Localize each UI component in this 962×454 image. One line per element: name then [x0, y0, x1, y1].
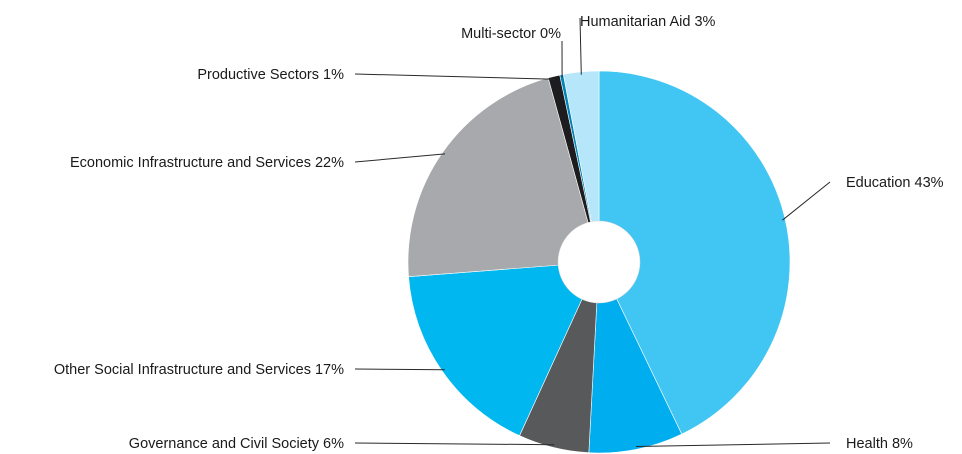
label-productive: Productive Sectors 1%: [197, 67, 344, 83]
leader-line-humanitarian: [579, 17, 582, 75]
label-education: Education 43%: [846, 175, 944, 191]
slice-health: [588, 261, 683, 454]
leader-line-education: [782, 181, 831, 221]
leader-line-governance: [354, 442, 555, 446]
slices-group: [407, 70, 791, 454]
label-humanitarian: Humanitarian Aid 3%: [580, 14, 716, 30]
slice-education: [598, 70, 791, 435]
label-economic: Economic Infrastructure and Services 22%: [70, 155, 344, 171]
label-health: Health 8%: [846, 436, 913, 452]
leader-line-economic: [354, 153, 446, 163]
slice-economic: [407, 77, 600, 277]
donut-hole: [557, 220, 641, 304]
label-multi-sector: Multi-sector 0%: [461, 26, 561, 42]
label-governance: Governance and Civil Society 6%: [129, 436, 344, 452]
label-other-social: Other Social Infrastructure and Services…: [54, 362, 344, 378]
leader-line-productive: [354, 73, 555, 80]
leader-line-health: [635, 442, 831, 447]
leader-line-other-social: [354, 368, 445, 371]
labels-group: Education 43% Health 8% Governance and Civ…: [54, 14, 944, 452]
slice-other-social: [408, 261, 600, 437]
